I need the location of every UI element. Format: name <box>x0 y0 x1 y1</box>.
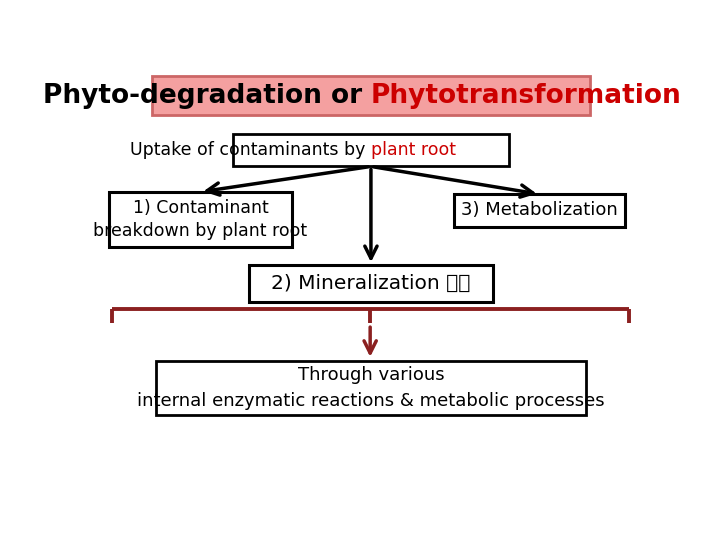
FancyBboxPatch shape <box>249 265 493 302</box>
Text: plant root: plant root <box>371 141 456 159</box>
Text: 2) Mineralization 광물: 2) Mineralization 광물 <box>271 274 471 293</box>
FancyBboxPatch shape <box>152 76 590 115</box>
FancyBboxPatch shape <box>233 134 508 166</box>
Text: 3) Metabolization: 3) Metabolization <box>461 201 618 219</box>
FancyBboxPatch shape <box>156 361 586 415</box>
Text: Phyto-degradation or: Phyto-degradation or <box>42 83 371 109</box>
FancyBboxPatch shape <box>109 192 292 247</box>
Text: Phytotransformation: Phytotransformation <box>371 83 682 109</box>
Text: 1) Contaminant
breakdown by plant root: 1) Contaminant breakdown by plant root <box>94 199 307 240</box>
Text: Uptake of contaminants by: Uptake of contaminants by <box>130 141 371 159</box>
Text: Through various
internal enzymatic reactions & metabolic processes: Through various internal enzymatic react… <box>137 366 605 410</box>
FancyBboxPatch shape <box>454 194 625 226</box>
